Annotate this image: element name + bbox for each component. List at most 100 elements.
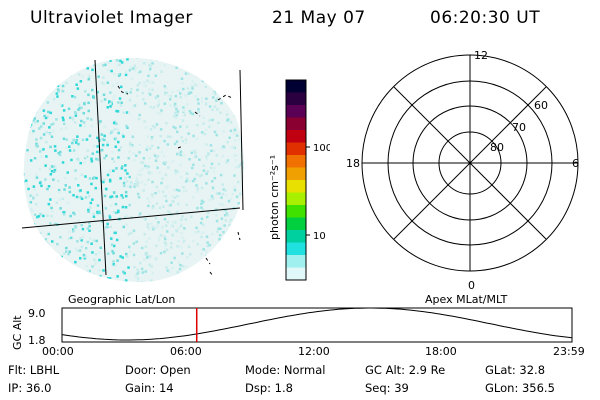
uv-pixel [137, 173, 140, 176]
uv-pixel [125, 111, 129, 114]
uv-pixel [47, 77, 50, 81]
uv-pixel [136, 277, 140, 280]
uv-pixel [137, 279, 140, 282]
uv-pixel [74, 141, 78, 144]
uv-pixel [235, 195, 239, 198]
uv-pixel [60, 255, 63, 259]
uv-pixel [23, 175, 25, 178]
uv-pixel [107, 252, 110, 255]
uv-pixel [83, 255, 87, 259]
uv-pixel [119, 177, 122, 180]
uv-pixel [29, 90, 32, 94]
uv-pixel [187, 245, 191, 248]
uv-pixel [232, 273, 235, 276]
uv-pixel [96, 91, 99, 94]
uv-pixel [150, 279, 153, 282]
uv-pixel [105, 225, 108, 229]
uv-pixel [23, 60, 25, 63]
uv-pixel [114, 137, 117, 140]
uv-pixel [198, 60, 202, 64]
uv-pixel [157, 190, 160, 193]
uv-pixel [68, 149, 72, 152]
uv-pixel [194, 69, 198, 72]
uv-pixel [189, 91, 193, 94]
uv-pixel [241, 250, 244, 253]
uv-pixel [213, 73, 216, 76]
uv-pixel [26, 263, 30, 266]
uv-pixel [32, 129, 35, 133]
uv-pixel [146, 223, 150, 226]
uv-pixel [223, 236, 226, 239]
uv-pixel [127, 232, 131, 236]
uv-pixel [150, 138, 153, 141]
uv-pixel [179, 92, 182, 95]
uv-pixel [98, 210, 101, 214]
uv-pixel [164, 242, 167, 246]
uv-pixel [172, 279, 175, 282]
uv-pixel [141, 167, 144, 170]
uv-pixel [171, 194, 174, 198]
uv-pixel [216, 97, 219, 100]
uv-pixel [84, 155, 88, 158]
uv-pixel [23, 265, 25, 269]
uv-pixel [63, 260, 67, 264]
uv-pixel [160, 151, 164, 154]
uv-pixel [150, 222, 153, 226]
uv-pixel [45, 155, 48, 158]
uv-pixel [236, 94, 239, 97]
uv-pixel [174, 116, 178, 120]
uv-pixel [210, 149, 213, 153]
uv-pixel [129, 66, 132, 69]
geo-meridian-line [239, 69, 244, 211]
uv-pixel [228, 68, 231, 72]
uv-pixel [204, 143, 208, 146]
uv-pixel [245, 281, 248, 284]
uv-pixel [200, 199, 204, 203]
uv-pixel [159, 134, 162, 138]
uv-pixel [220, 256, 223, 260]
uv-pixel [182, 87, 185, 91]
uv-pixel [175, 140, 179, 143]
uv-pixel [140, 161, 143, 164]
uv-pixel [130, 216, 133, 219]
uv-pixel [151, 226, 154, 229]
uv-pixel [85, 265, 89, 268]
uv-pixel [136, 83, 139, 87]
uv-pixel [54, 149, 57, 152]
uv-pixel [215, 154, 218, 157]
uv-pixel [48, 84, 52, 87]
uv-pixel [128, 245, 131, 249]
uv-pixel [229, 218, 233, 222]
uv-pixel [38, 76, 41, 79]
uv-pixel [180, 77, 184, 80]
uv-pixel [52, 97, 56, 101]
uv-pixel [28, 112, 31, 116]
uv-pixel [77, 58, 81, 59]
uv-pixel [220, 217, 224, 220]
uv-pixel [147, 80, 151, 84]
uv-pixel [236, 253, 239, 256]
uv-pixel [23, 180, 26, 183]
uv-pixel [105, 187, 108, 191]
uv-pixel [79, 189, 82, 192]
uv-pixel [204, 85, 208, 89]
uv-pixel [170, 242, 173, 245]
uv-pixel [175, 112, 179, 115]
uv-pixel [143, 84, 146, 88]
uv-pixel [181, 264, 185, 268]
uv-pixel [240, 213, 243, 217]
uv-pixel [175, 113, 179, 117]
uv-pixel [216, 258, 220, 261]
uv-pixel [115, 122, 118, 126]
uv-pixel [123, 271, 126, 275]
uv-pixel [179, 150, 183, 153]
uv-pixel [45, 95, 48, 98]
uv-pixel [247, 130, 250, 133]
uv-pixel [97, 75, 100, 78]
uv-pixel [127, 111, 131, 115]
uv-pixel [81, 227, 85, 231]
uv-pixel [185, 203, 188, 206]
uv-pixel [222, 188, 225, 191]
colorbar-unit-label: photon cm⁻²s⁻¹ [268, 155, 281, 240]
uv-pixel [215, 264, 219, 267]
